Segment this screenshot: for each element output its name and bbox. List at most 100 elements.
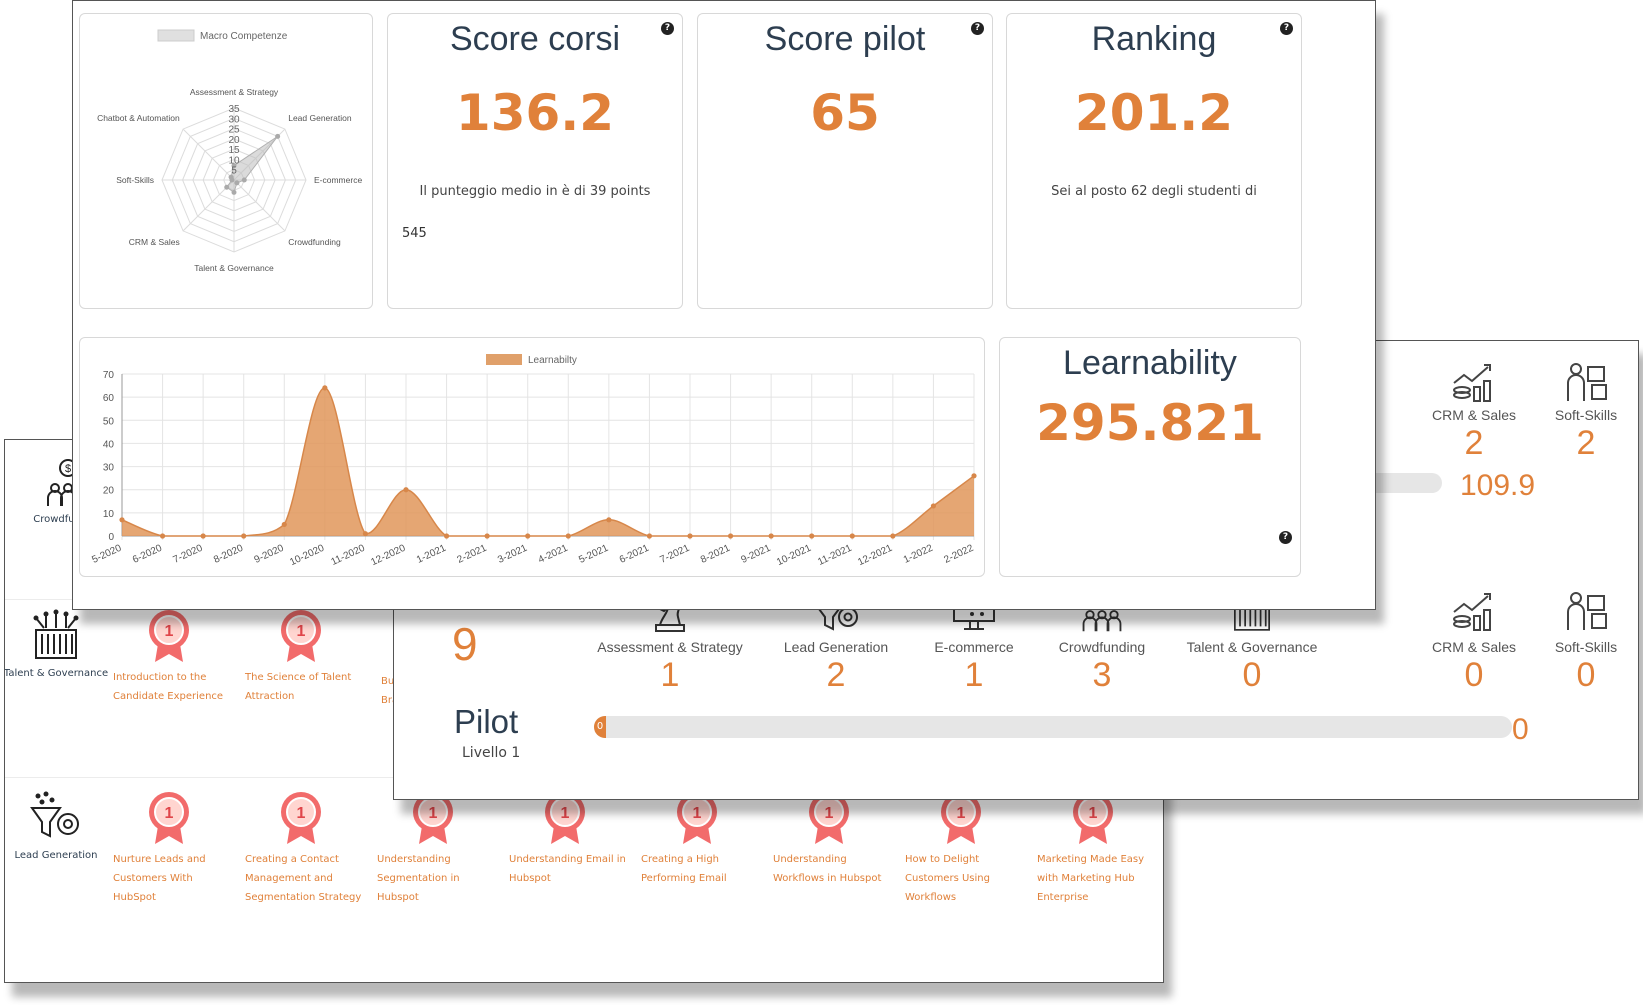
medal-icon: 1: [149, 792, 189, 844]
course-badge[interactable]: 1 Understanding Email in Hubspot: [509, 790, 627, 888]
area-y-tick: 60: [103, 393, 115, 404]
soft-skills-icon: [1567, 363, 1607, 401]
radar-point: [231, 163, 237, 169]
area-point: [890, 533, 896, 539]
radar-category-label: Crowdfunding: [288, 237, 341, 247]
radar-point: [228, 174, 234, 180]
medal-icon: 1: [809, 792, 849, 844]
area-x-tick: 5-2021: [577, 543, 610, 566]
badge-number: 1: [297, 623, 306, 640]
area-x-tick: 3-2021: [496, 543, 529, 566]
category-crm-sales[interactable]: CRM & Sales 0: [1394, 587, 1554, 695]
help-icon[interactable]: ?: [971, 22, 984, 35]
scores-dashboard: Macro Competenze 5 10 15 20 25 30 35 Assessment…: [72, 0, 1376, 610]
category-label: Crowdfunding: [1058, 639, 1146, 655]
help-icon[interactable]: ?: [1280, 22, 1293, 35]
top-progress-value: 109.9: [1460, 469, 1536, 502]
badge-number: 1: [297, 805, 306, 822]
category-talent-governance[interactable]: Talent & Governance: [5, 608, 111, 679]
radar-tick-label: 20: [228, 135, 240, 146]
top-category-crm-sales[interactable]: CRM & Sales 2: [1394, 361, 1554, 463]
course-badge[interactable]: 1 The Science of Talent Attraction: [245, 608, 363, 706]
radar-category-label: Soft-Skills: [116, 175, 154, 185]
area-point: [565, 533, 571, 539]
radar-point: [231, 189, 237, 195]
area-y-tick: 50: [103, 416, 115, 427]
radar-chart-card: Macro Competenze 5 10 15 20 25 30 35 Assessment…: [79, 13, 373, 309]
category-assessment-strategy[interactable]: Assessment & Strategy 1: [590, 587, 750, 695]
area-x-tick: 1-2022: [902, 543, 935, 566]
area-x-tick: 1-2021: [415, 543, 448, 566]
area-legend-swatch: [486, 354, 522, 365]
category-lead-generation[interactable]: Lead Generation: [5, 790, 111, 861]
svg-text:$: $: [65, 463, 71, 475]
area-point: [200, 533, 206, 539]
area-point: [930, 503, 937, 509]
course-badge[interactable]: 1 Understanding Segmentation in Hubspot: [377, 790, 495, 907]
course-badge[interactable]: 1 Creating a Contact Management and Segm…: [245, 790, 363, 907]
area-x-tick: 5-2020: [90, 543, 123, 566]
area-point: [687, 533, 693, 539]
category-value: 0: [1242, 656, 1262, 694]
category-value: 1: [660, 656, 680, 694]
area-y-tick: 30: [103, 463, 115, 474]
area-x-tick: 10-2021: [775, 543, 813, 569]
badge-title: Understanding Email in Hubspot: [509, 854, 626, 884]
top-category-soft-skills[interactable]: Soft-Skills 2: [1506, 361, 1638, 463]
badge-number: 1: [825, 805, 834, 822]
radar-point: [275, 133, 281, 139]
area-x-tick: 6-2021: [618, 543, 651, 566]
course-badge[interactable]: Bu... Bra...: [381, 668, 401, 710]
score-corsi-title: Score corsi: [449, 20, 621, 58]
category-soft-skills[interactable]: Soft-Skills 0: [1506, 587, 1638, 695]
area-x-tick: 9-2020: [253, 543, 286, 566]
score-corsi-card: Score corsi 136.2 Il punteggio medio in …: [387, 13, 683, 309]
area-point: [525, 533, 531, 539]
course-badge[interactable]: 1 Nurture Leads and Customers With HubSp…: [113, 790, 231, 907]
radar-category-label: CRM & Sales: [129, 237, 180, 247]
course-badge[interactable]: 1 Creating a High Performing Email: [641, 790, 759, 888]
course-badge[interactable]: 1 Understanding Workflows in Hubspot: [773, 790, 891, 888]
course-badge[interactable]: 1 How to Delight Customers Using Workflo…: [905, 790, 1023, 907]
area-legend-label: Learnabilty: [528, 355, 577, 366]
area-y-tick: 70: [103, 370, 115, 381]
course-badge[interactable]: 1 Introduction to the Candidate Experien…: [113, 608, 231, 706]
course-badge[interactable]: 1 Marketing Made Easy with Marketing Hub…: [1037, 790, 1155, 907]
help-icon[interactable]: ?: [661, 22, 674, 35]
badge-number: 1: [165, 623, 174, 640]
badge-title: Creating a Contact Management and Segmen…: [245, 854, 362, 903]
ranking-title: Ranking: [1091, 20, 1217, 58]
medal-icon: 1: [149, 610, 189, 662]
pilot-value: 0: [1512, 713, 1529, 746]
medal-icon: 1: [1073, 792, 1113, 844]
ranking-value: 201.2: [1074, 84, 1234, 142]
area-x-tick: 9-2021: [740, 543, 773, 566]
category-lead-generation[interactable]: Lead Generation 2: [756, 587, 916, 695]
area-x-tick: 7-2020: [172, 543, 205, 566]
help-icon[interactable]: ?: [1279, 531, 1292, 544]
area-x-tick: 12-2020: [369, 543, 407, 569]
score-pilot-card: Score pilot 65 ?: [697, 13, 993, 309]
area-x-tick: 10-2020: [288, 543, 326, 569]
badge-title: How to Delight Customers Using Workflows: [905, 854, 990, 903]
category-value: 1: [964, 656, 984, 694]
badge-title: Marketing Made Easy with Marketing Hub E…: [1037, 854, 1145, 903]
radar-tick-label: 5: [231, 166, 237, 177]
badge-title: Creating a High Performing Email: [641, 854, 727, 884]
radar-legend-label: Macro Competenze: [200, 31, 288, 42]
badge-title: Nurture Leads and Customers With HubSpot: [113, 854, 206, 903]
category-label: CRM & Sales: [1431, 639, 1517, 655]
area-point: [159, 533, 166, 539]
badge-title: The Science of Talent Attraction: [245, 672, 352, 702]
medal-icon: 1: [677, 792, 717, 844]
badge-title: Understanding Workflows in Hubspot: [773, 854, 882, 884]
radar-tick-label: 30: [228, 114, 240, 125]
score-pilot-value: 65: [810, 84, 880, 142]
area-x-tick: 8-2021: [699, 543, 732, 566]
learnability-value: 295.821: [1036, 394, 1264, 452]
area-x-tick: 11-2020: [329, 543, 367, 568]
radar-tick-label: 35: [228, 104, 240, 115]
learnability-chart-card: Learnabilty 0 10 20 30 40 50 60 70 5-2020 6-2020 7…: [79, 337, 985, 577]
badge-number: 1: [429, 805, 438, 822]
